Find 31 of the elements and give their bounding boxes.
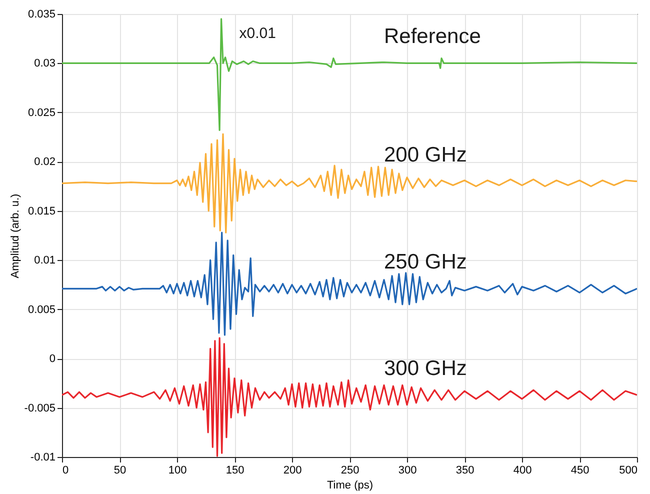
x-tick-label: 250: [340, 464, 360, 476]
x-tick-label: 350: [456, 464, 474, 476]
x-tick-label: 300: [398, 464, 417, 476]
y-tick-label: 0.03: [34, 58, 56, 70]
x-axis-title: Time (ps): [326, 480, 374, 492]
y-tick-label: 0.01: [34, 254, 56, 267]
y-tick-label: 0.005: [28, 304, 56, 316]
line-series: [62, 232, 637, 336]
x-tick-label: 150: [226, 464, 244, 476]
x-tick-label: 100: [168, 464, 187, 476]
annotation: x0.01: [239, 24, 276, 42]
x-tick-label: 0: [62, 464, 69, 476]
y-tick-label: -0.005: [24, 402, 56, 414]
series-label: 250 GHz: [384, 250, 467, 274]
y-tick-label: 0.02: [34, 156, 56, 168]
line-series: [62, 18, 637, 131]
x-tick-label: 400: [513, 464, 532, 476]
series-label: Reference: [384, 25, 481, 48]
y-tick-label: 0.025: [28, 106, 56, 119]
line-series: [62, 133, 637, 234]
y-tick-label: -0.01: [30, 452, 56, 464]
x-tick-label: 200: [283, 464, 302, 476]
x-tick-label: 500: [619, 464, 638, 476]
y-tick-label: 0.015: [28, 205, 56, 218]
x-tick-label: 450: [570, 464, 590, 476]
y-tick-label: 0.035: [28, 8, 56, 20]
x-tick-label: 50: [114, 464, 126, 476]
y-axis-title: Amplitud (arb. u.): [9, 194, 22, 278]
series-label: 300 GHz: [384, 356, 467, 380]
series-label: 200 GHz: [384, 143, 467, 166]
y-tick-label: 0: [49, 353, 56, 366]
